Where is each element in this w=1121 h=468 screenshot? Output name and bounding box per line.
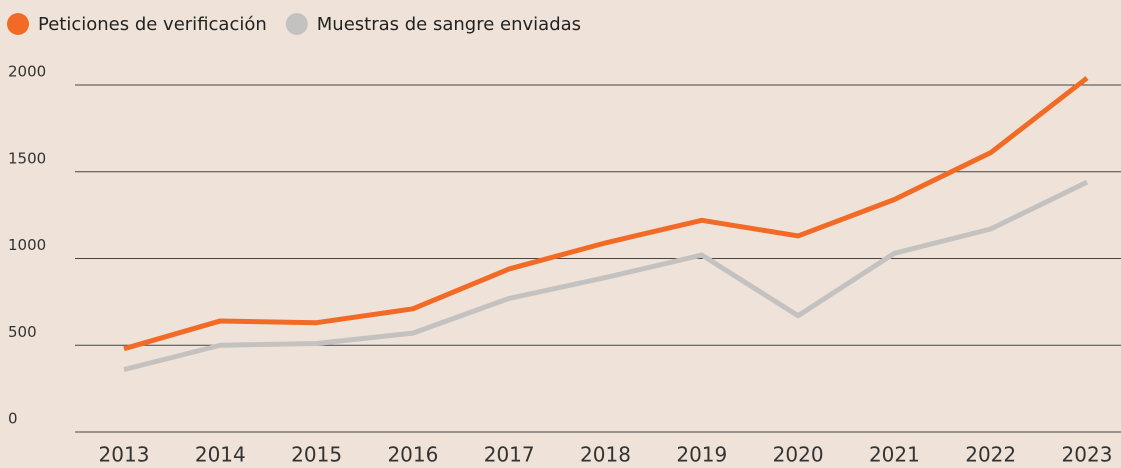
x-tick-label: 2016: [387, 443, 438, 467]
x-tick-label: 2022: [965, 443, 1016, 467]
x-tick-label: 2018: [580, 443, 631, 467]
y-tick-label: 500: [8, 323, 37, 341]
x-tick-label: 2020: [773, 443, 824, 467]
x-tick-label: 2013: [99, 443, 150, 467]
x-tick-label: 2023: [1062, 443, 1113, 467]
y-tick-label: 1500: [8, 149, 46, 167]
x-tick-label: 2015: [291, 443, 342, 467]
legend-marker: [285, 13, 308, 35]
x-tick-label: 2014: [195, 443, 246, 467]
legend-label: Peticiones de verificación: [38, 14, 267, 35]
y-tick-label: 1000: [8, 236, 46, 254]
legend-marker: [7, 13, 29, 35]
x-tick-label: 2021: [869, 443, 920, 467]
x-tick-label: 2017: [484, 443, 535, 467]
y-tick-label: 2000: [8, 63, 46, 81]
y-tick-label: 0: [8, 410, 18, 428]
series-line: [123, 76, 1089, 352]
legend-label: Muestras de sangre enviadas: [317, 14, 581, 35]
series-line: [123, 179, 1089, 372]
x-tick-label: 2019: [676, 443, 727, 467]
